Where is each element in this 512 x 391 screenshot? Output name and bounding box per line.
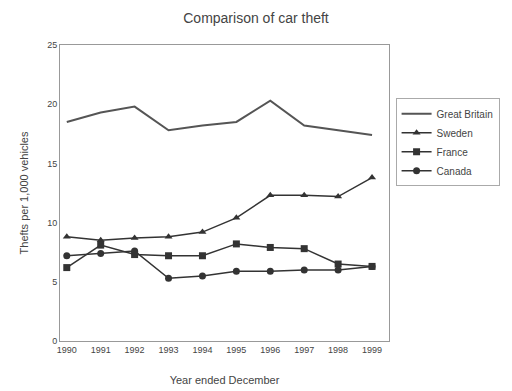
svg-text:1990: 1990 (57, 345, 77, 355)
svg-text:France: France (437, 147, 469, 158)
svg-text:Canada: Canada (437, 166, 472, 177)
svg-text:5: 5 (52, 277, 57, 287)
svg-text:25: 25 (47, 40, 57, 50)
svg-text:0: 0 (52, 336, 57, 346)
svg-text:1992: 1992 (125, 345, 145, 355)
svg-text:1996: 1996 (260, 345, 280, 355)
svg-text:Sweden: Sweden (437, 128, 473, 139)
svg-text:1998: 1998 (328, 345, 348, 355)
svg-text:1993: 1993 (159, 345, 179, 355)
svg-text:10: 10 (47, 218, 57, 228)
svg-text:Great Britain: Great Britain (437, 109, 493, 120)
svg-text:Comparison of car theft: Comparison of car theft (183, 10, 329, 26)
svg-text:1999: 1999 (362, 345, 382, 355)
svg-text:1995: 1995 (226, 345, 246, 355)
svg-text:1997: 1997 (294, 345, 314, 355)
svg-text:15: 15 (47, 159, 57, 169)
svg-text:20: 20 (47, 99, 57, 109)
svg-text:1994: 1994 (192, 345, 212, 355)
svg-text:1991: 1991 (91, 345, 111, 355)
svg-text:Year ended December: Year ended December (170, 374, 280, 386)
svg-text:Thefts per 1,000 vehicles: Thefts per 1,000 vehicles (18, 131, 30, 254)
